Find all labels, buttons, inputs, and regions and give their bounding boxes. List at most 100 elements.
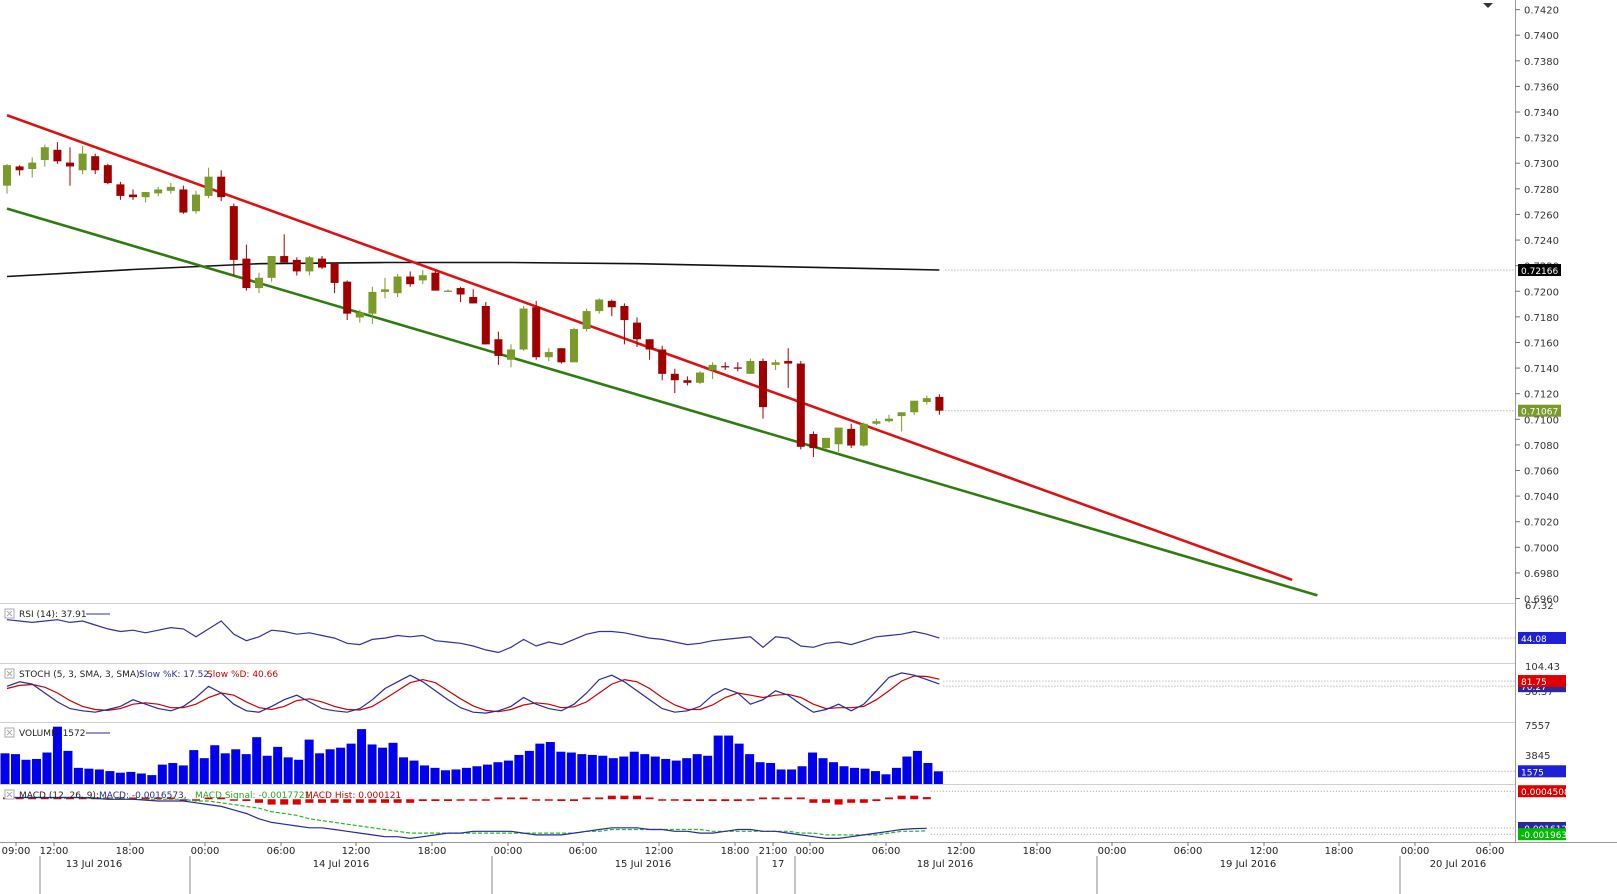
time-tick-label: 12:00 [1250, 846, 1279, 857]
price-tick-label: 0.7040 [1524, 492, 1559, 503]
indicator-header: VOLUME: 1572 [4, 727, 86, 739]
macd-hist-bar [544, 799, 553, 801]
volume-bar [461, 767, 471, 784]
time-tick-label: 21:00 [759, 846, 788, 857]
price-tick-label: 0.7180 [1524, 313, 1559, 324]
macd-hist-bar [721, 799, 730, 802]
volume-bar [325, 749, 335, 784]
volume-bar [168, 763, 178, 784]
indicator-header: MACD (12, 26, 9): MACD: -0.0016573, MACD S… [4, 789, 401, 801]
time-tick-label: 06:00 [1174, 846, 1203, 857]
volume-bar [283, 757, 293, 784]
macd-hist-bar [418, 799, 427, 802]
candle-body [292, 259, 301, 272]
macd-hist-bar [885, 797, 893, 800]
candle-body [66, 162, 74, 167]
macd-hist-bar [822, 799, 830, 803]
indicator-tag: 44.08 [1518, 631, 1566, 645]
price-tag: 0.72166 [1518, 264, 1561, 277]
candle-body [166, 186, 175, 191]
volume-bar [31, 758, 41, 784]
volume-bar [860, 768, 870, 784]
date-label: 14 Jul 2016 [313, 859, 370, 870]
candle-body [179, 189, 188, 213]
indicator-tag: 1575 [1518, 765, 1566, 778]
macd-hist-bar [809, 799, 818, 803]
dropdown-arrow-icon[interactable] [1483, 3, 1493, 8]
time-tick-label: 18:00 [116, 846, 145, 857]
time-tick-label: 06:00 [267, 846, 296, 857]
volume-bar [713, 735, 723, 784]
volume-bar [724, 735, 734, 784]
candle-body [355, 312, 364, 318]
indicator-tag: -0.001963 [1518, 828, 1567, 841]
volume-bar [378, 747, 388, 784]
macd-hist-bar [393, 799, 402, 803]
macd-hist-bar [15, 797, 24, 800]
volume-bar [126, 771, 136, 784]
date-label: 19 Jul 2016 [1220, 859, 1277, 870]
volume-bar [535, 743, 545, 784]
stoch-k-label: Slow %K: 17.52, [139, 670, 212, 680]
candle-body [796, 363, 805, 447]
time-tick-label: 00:00 [796, 846, 825, 857]
macd-hist-bar [242, 799, 251, 802]
macd-hist-bar [116, 797, 125, 800]
volume-bar [787, 769, 797, 784]
indicator-tag-label: 44.08 [1521, 635, 1547, 645]
volume-bar [262, 755, 272, 784]
volume-bar [210, 745, 220, 784]
price-tick-label: 0.7400 [1524, 31, 1559, 42]
time-tick-label: 12:00 [947, 846, 976, 857]
close-x-icon [6, 791, 13, 798]
volume-bar [545, 742, 555, 784]
macd-hist-bar [557, 799, 566, 802]
macd-hist-bar [129, 797, 137, 800]
volume-bar [577, 754, 587, 784]
volume-bar [472, 766, 482, 784]
macd-hist-bar [305, 799, 314, 803]
candle-body [267, 256, 276, 278]
candle-body [507, 349, 515, 360]
indicator-tag-label: 81.75 [1521, 678, 1547, 688]
price-tick-label: 0.7280 [1524, 185, 1559, 196]
volume-bar [933, 771, 943, 784]
candle-body [759, 361, 767, 408]
candle-body [607, 300, 616, 308]
candle-body [620, 305, 629, 321]
candle-body [229, 206, 238, 260]
volume-bar [566, 752, 576, 784]
macd-hist-bar [255, 799, 263, 803]
volume-max-label: 7557 [1525, 721, 1550, 732]
candle-body [103, 165, 112, 184]
candle-body [393, 276, 402, 294]
price-tick-label: 0.7300 [1524, 159, 1559, 170]
candles [3, 142, 944, 458]
volume-bar [671, 760, 681, 784]
price-tag-label: 0.72166 [1521, 267, 1558, 277]
close-x-icon [6, 610, 13, 617]
candle-body [305, 257, 314, 272]
price-tick-label: 0.7140 [1524, 364, 1559, 375]
candle-body [330, 263, 339, 283]
indicator-tag-bg [1518, 675, 1566, 688]
macd-hist-bar [670, 799, 679, 801]
time-tick-label: 18:00 [1325, 846, 1354, 857]
volume-bar [304, 739, 314, 784]
volume-bar [346, 743, 356, 784]
candle-body [129, 194, 137, 198]
macd-hist-bar [519, 797, 528, 800]
candle-body [570, 329, 578, 363]
price-pane: 0.7420 0.7400 0.7380 0.7360 0.7340 0.7320 0.73… [3, 6, 1561, 606]
indicator-tag: 0.0004508 [1518, 785, 1570, 798]
macd-hist-bar [759, 797, 767, 800]
price-tick-label: 0.7420 [1524, 6, 1559, 17]
stoch-label: STOCH (5, 3, SMA, 3, SMA): [19, 670, 143, 680]
stoch-max-label: 104.43 [1525, 662, 1560, 673]
volume-bar [870, 771, 880, 784]
volume-bar [388, 742, 398, 784]
macd-hist-bar [166, 797, 175, 800]
volume-bar [451, 769, 461, 784]
macd-hist-bar [796, 797, 805, 800]
